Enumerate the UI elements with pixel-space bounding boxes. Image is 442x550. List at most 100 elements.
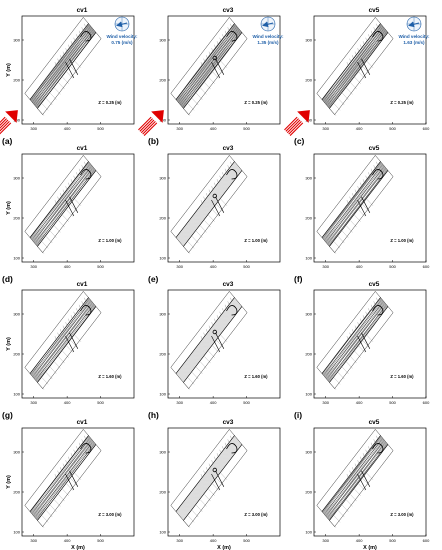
cross-streamline [74,61,82,68]
cross-streamline [216,315,219,318]
axes-frame [21,153,135,263]
streamline-field [170,17,248,116]
axes-frame [167,153,281,263]
cross-streamline [366,61,374,68]
cross-streamline [78,442,81,446]
axes-frame [313,427,427,537]
cross-streamline [62,189,64,193]
streamline [32,164,91,241]
panel-letter: (h) [148,410,159,420]
streamline [182,168,241,245]
y-tick-label: 200 [305,78,312,83]
streamline [31,25,91,102]
streamline [179,27,238,104]
cross-streamline [352,55,354,58]
cross-streamline [216,66,223,74]
x-tick-label: 300 [322,126,329,131]
wind-direction-arrow [284,110,310,136]
cross-streamline [333,103,341,111]
panel-letter: (a) [2,136,13,146]
x-tick-label: 400 [64,126,71,131]
streamline [36,443,96,520]
cross-streamline [58,82,65,90]
cross-streamline [354,189,356,193]
cross-streamline [222,308,224,311]
streamline [325,301,385,378]
panel-title: cv1 [77,145,88,152]
wind-velocity-value: 0.75 (m/s) [111,40,133,45]
z-level-label: Z = 3.00 (m) [390,512,414,517]
cross-streamline [65,186,67,189]
branch-wall [211,335,221,353]
compass-needle [116,21,128,28]
cross-streamline [350,82,357,90]
cross-streamline [346,499,353,507]
cross-streamline [222,34,224,37]
cross-streamline [200,336,202,339]
y-tick-label: 300 [159,176,166,181]
cross-streamline [214,182,216,186]
z-level-label: Z = 3.00 (m) [98,512,122,517]
x-tick-label: 300 [176,126,183,131]
vortex-mark [226,443,238,454]
panel-title: cv3 [223,419,234,426]
streamline [322,162,382,239]
channel-wall [175,297,235,374]
streamline [182,31,242,108]
streamline [325,439,385,516]
cross-streamline [329,246,337,254]
vortex-core [212,193,218,199]
x-tick-label: 500 [389,400,396,405]
cross-streamline [41,103,49,111]
cross-streamline [368,308,370,311]
cross-streamline [203,470,205,474]
cross-streamline [333,241,341,249]
x-tick-label: 500 [97,538,104,543]
compass-needle [262,21,274,28]
x-tick-label: 500 [389,264,396,269]
cross-streamline [84,435,86,439]
axes-frame [21,289,135,399]
cross-streamline [206,467,208,470]
cross-streamline [349,196,351,200]
cross-streamline [208,189,210,193]
panel-title: cv3 [223,145,234,152]
y-tick-label: 300 [305,450,312,455]
wind-arrow-stroke [0,119,9,134]
cross-streamline [227,27,229,30]
cross-streamline [203,196,205,200]
axes-frame [167,289,281,399]
streamline [30,297,89,374]
cross-streamline [78,30,81,34]
cross-streamline [333,515,341,523]
cross-streamline [208,489,215,496]
streamline [328,169,388,246]
cross-streamline [220,335,228,342]
streamline [36,169,96,246]
streamline [182,443,242,520]
cross-streamline [76,172,78,175]
x-tick-label: 300 [176,264,183,269]
streamline [179,302,239,379]
streamline [323,437,383,514]
streamline [181,442,241,519]
cross-streamline [68,318,70,322]
streamline [179,440,239,517]
streamline [325,28,385,105]
streamline [176,161,235,238]
cross-streamline [366,335,374,342]
streamline [176,297,235,374]
streamline [35,441,94,518]
z-level-label: Z = 1.60 (m) [390,374,414,379]
cross-streamline [62,463,64,467]
panel-title: cv5 [369,281,380,288]
cross-streamline [54,200,56,203]
streamline [31,163,91,240]
y-tick-label: 100 [159,256,166,261]
cross-streamline [206,55,208,58]
cross-streamline [200,200,202,203]
y-axis-label: Y (m) [6,63,12,77]
streamline [30,161,89,238]
cross-streamline [358,71,365,79]
channel-wall [183,306,243,383]
